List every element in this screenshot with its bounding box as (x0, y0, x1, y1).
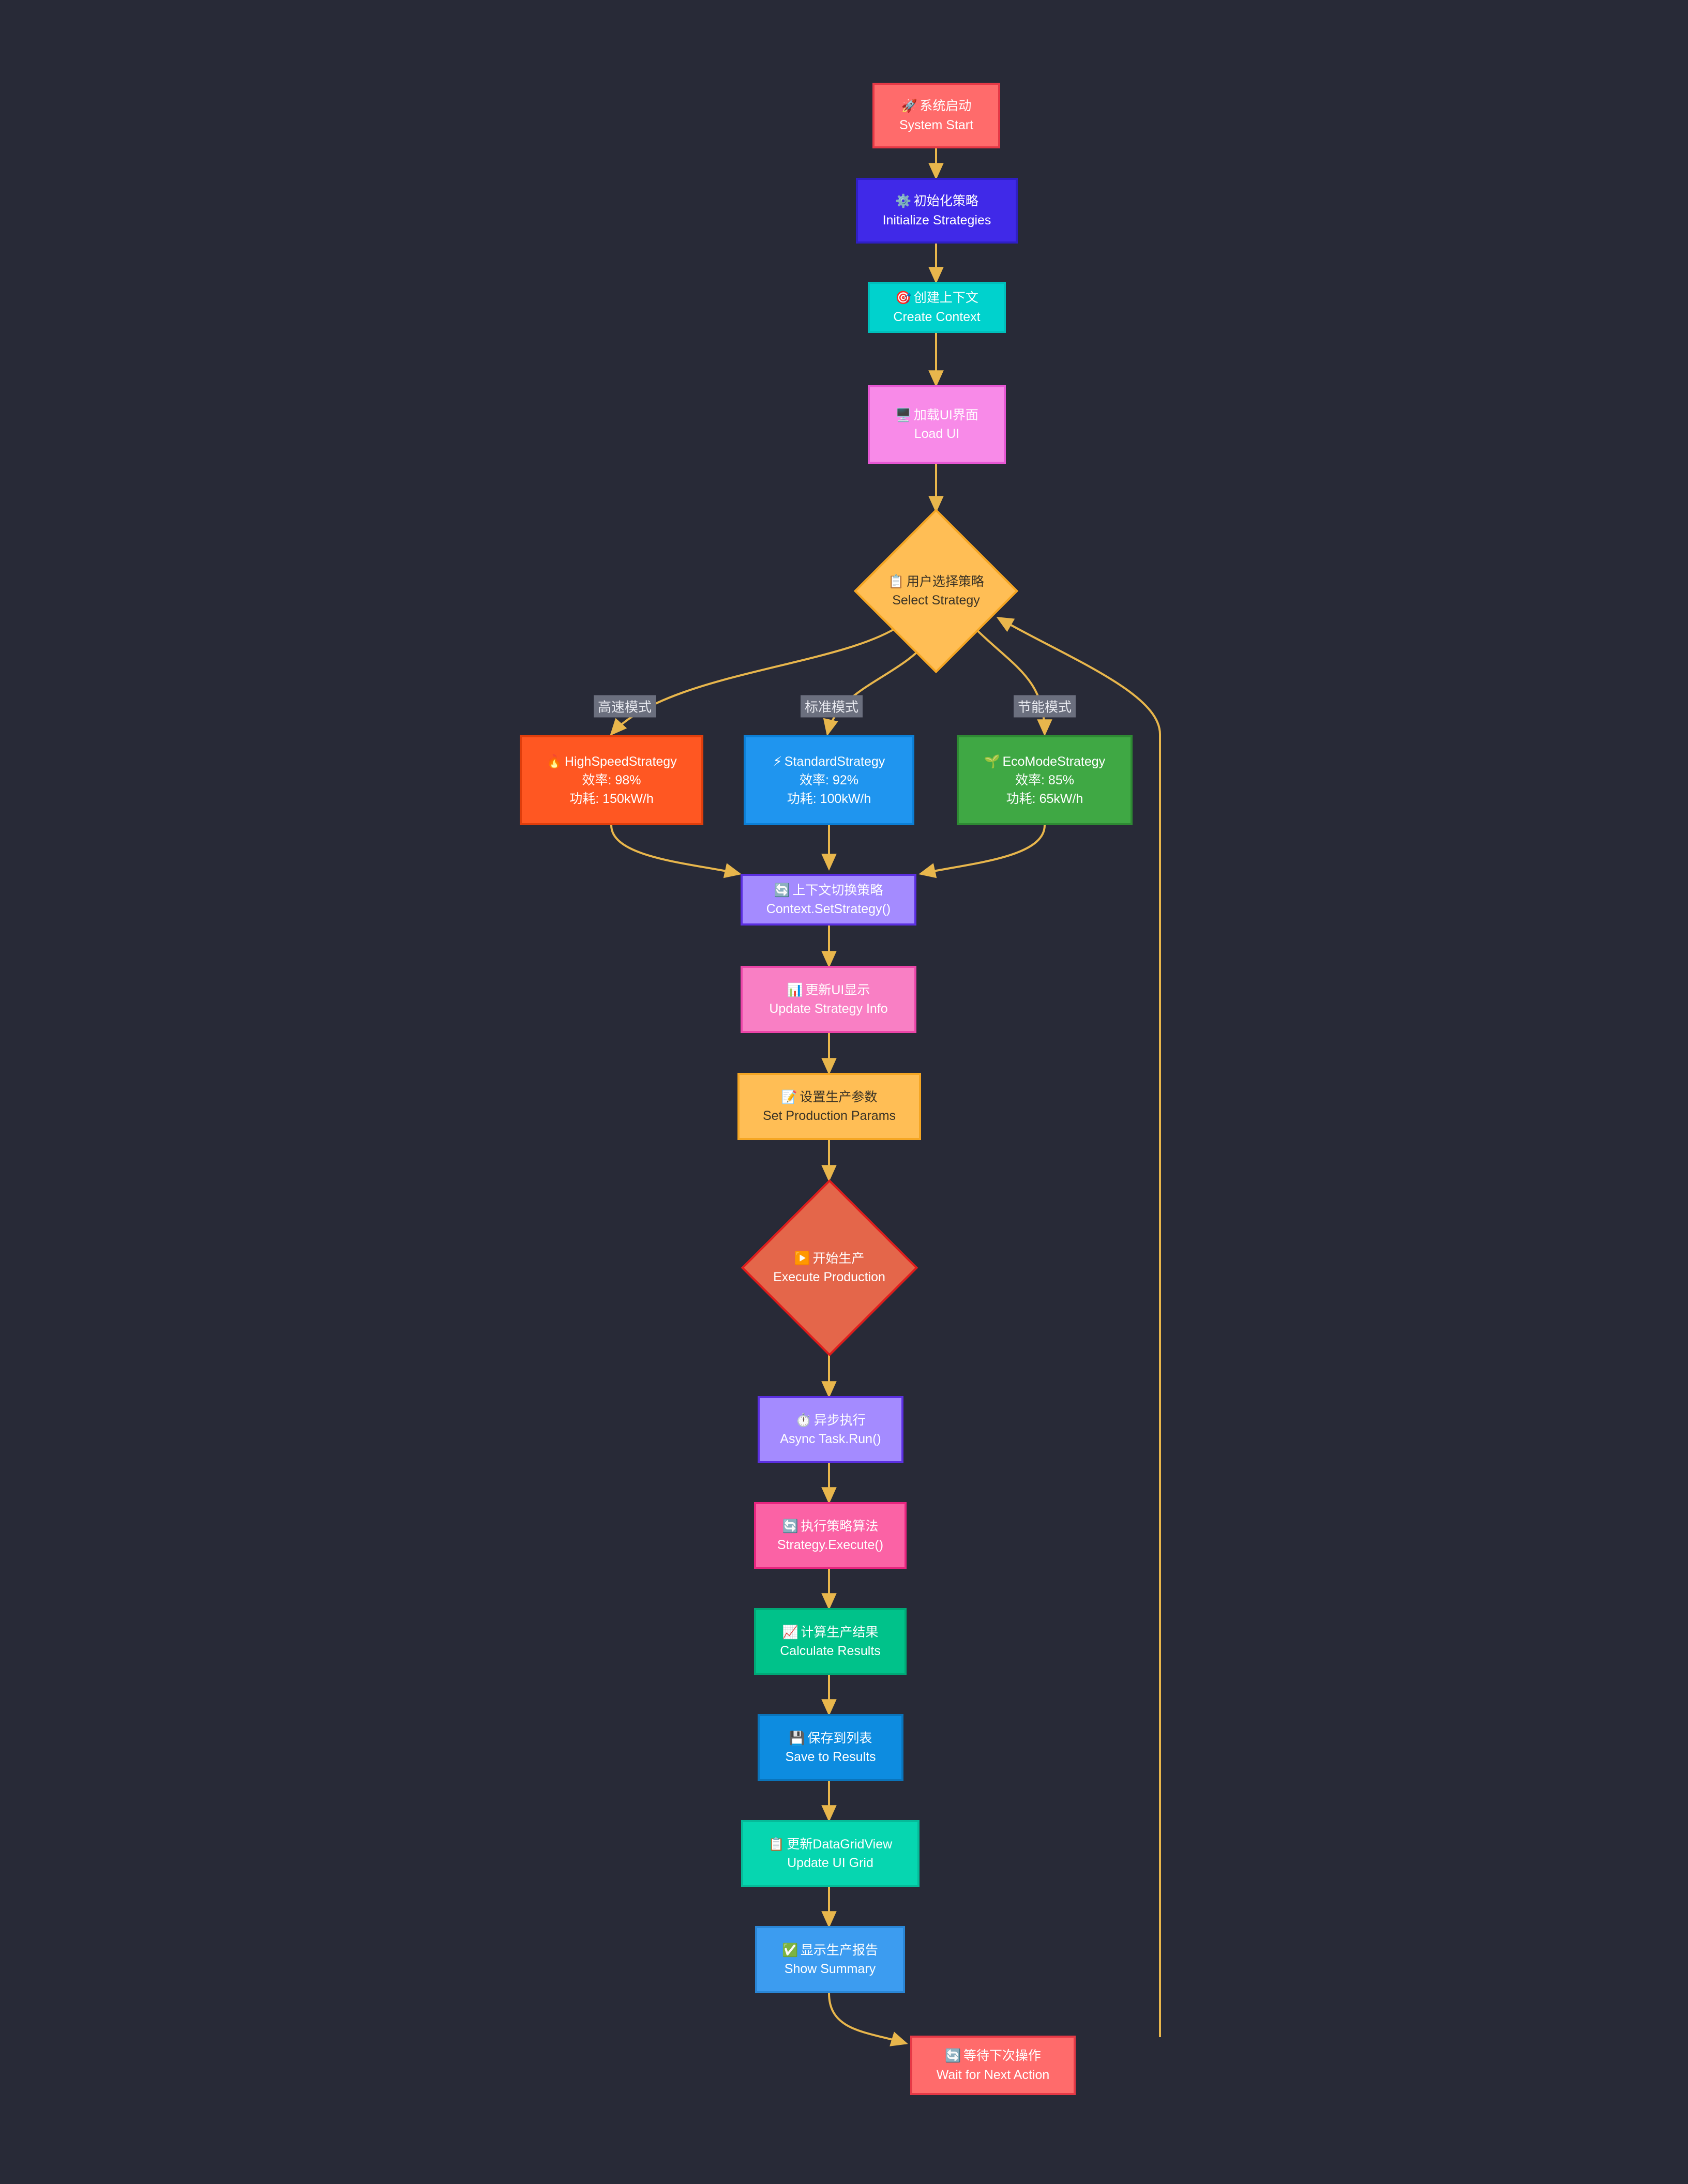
node-eco-mode-strategy-efficiency: 效率: 85% (1015, 772, 1074, 787)
node-update-ui-grid-cn: 更新DataGridView (787, 1837, 893, 1852)
node-eco-mode-strategy[interactable]: 🌱 EcoModeStrategy 效率: 85% 功耗: 65kW/h (957, 735, 1133, 825)
node-system-start[interactable]: 🚀 系统启动 System Start (872, 83, 1000, 148)
node-standard-strategy-efficiency: 效率: 92% (800, 772, 858, 787)
node-select-strategy-en: Select Strategy (892, 593, 980, 608)
node-show-summary-en: Show Summary (784, 1962, 876, 1976)
edge-wait-to-select-loop (996, 617, 1162, 2037)
bar-chart-icon: 📊 (787, 982, 803, 997)
target-icon: 🎯 (895, 290, 912, 306)
node-strategy-execute-cn: 执行策略算法 (801, 1519, 879, 1534)
node-load-ui-cn: 加载UI界面 (913, 407, 978, 422)
node-show-summary-cn: 显示生产报告 (800, 1943, 878, 1958)
gear-icon: ⚙️ (895, 193, 912, 209)
edge-summary-to-wait (828, 1993, 908, 2046)
node-context-set-strategy-en: Context.SetStrategy() (766, 902, 891, 916)
node-standard-strategy-power: 功耗: 100kW/h (787, 792, 871, 807)
stopwatch-icon: ⏱️ (795, 1412, 812, 1428)
node-calculate-results[interactable]: 📈 计算生产结果 Calculate Results (754, 1608, 907, 1675)
node-save-to-results[interactable]: 💾 保存到列表 Save to Results (758, 1714, 903, 1781)
node-async-task-run-cn: 异步执行 (813, 1413, 866, 1428)
node-eco-mode-strategy-en: EcoModeStrategy (1002, 754, 1106, 769)
node-execute-production-cn: 开始生产 (812, 1251, 865, 1266)
refresh-icon: 🔄 (945, 2048, 961, 2064)
node-create-context[interactable]: 🎯 创建上下文 Create Context (868, 282, 1006, 333)
node-high-speed-strategy-power: 功耗: 150kW/h (569, 792, 654, 807)
fire-icon: 🔥 (546, 753, 563, 769)
clipboard-icon: 📋 (888, 573, 905, 589)
node-calculate-results-cn: 计算生产结果 (801, 1625, 879, 1640)
node-context-set-strategy-cn: 上下文切换策略 (792, 883, 883, 898)
node-async-task-run-en: Async Task.Run() (780, 1432, 881, 1446)
node-high-speed-strategy[interactable]: 🔥 HighSpeedStrategy 效率: 98% 功耗: 150kW/h (520, 735, 703, 825)
play-icon: ▶️ (794, 1250, 810, 1266)
node-initialize-strategies-en: Initialize Strategies (882, 213, 991, 228)
edge-eco-to-setstrategy (918, 825, 1046, 878)
node-wait-for-next-action[interactable]: 🔄 等待下次操作 Wait for Next Action (910, 2036, 1076, 2095)
node-update-ui-grid-en: Update UI Grid (787, 1856, 873, 1870)
node-load-ui[interactable]: 🖥️ 加载UI界面 Load UI (868, 385, 1006, 464)
edge-label-eco-mode: 节能模式 (1013, 695, 1076, 718)
node-system-start-en: System Start (899, 117, 974, 132)
node-update-strategy-info-cn: 更新UI显示 (805, 982, 870, 997)
node-update-strategy-info-en: Update Strategy Info (769, 1002, 888, 1016)
node-async-task-run[interactable]: ⏱️ 异步执行 Async Task.Run() (758, 1396, 903, 1463)
node-strategy-execute-en: Strategy.Execute() (777, 1538, 884, 1552)
node-standard-strategy[interactable]: ⚡ StandardStrategy 效率: 92% 功耗: 100kW/h (744, 735, 914, 825)
node-execute-production[interactable]: ▶️ 开始生产 Execute Production (741, 1179, 918, 1357)
node-wait-for-next-action-en: Wait for Next Action (936, 2067, 1050, 2082)
edge-label-high-speed-mode: 高速模式 (593, 695, 656, 718)
node-calculate-results-en: Calculate Results (780, 1644, 881, 1658)
edge-highspeed-to-setstrategy (610, 825, 742, 878)
node-execute-production-en: Execute Production (773, 1270, 885, 1284)
edge-label-standard-mode: 标准模式 (800, 695, 863, 718)
check-mark-icon: ✅ (782, 1942, 798, 1958)
node-save-to-results-en: Save to Results (785, 1750, 876, 1764)
node-context-set-strategy[interactable]: 🔄 上下文切换策略 Context.SetStrategy() (741, 874, 916, 926)
rocket-icon: 🚀 (901, 98, 917, 114)
node-load-ui-en: Load UI (914, 427, 960, 441)
clipboard-icon: 📋 (768, 1836, 785, 1852)
floppy-disk-icon: 💾 (789, 1730, 805, 1746)
seedling-icon: 🌱 (984, 753, 1000, 769)
refresh-icon: 🔄 (774, 882, 790, 898)
node-set-production-params-en: Set Production Params (762, 1109, 896, 1123)
node-high-speed-strategy-efficiency: 效率: 98% (582, 772, 641, 787)
node-set-production-params-cn: 设置生产参数 (800, 1089, 878, 1104)
node-set-production-params[interactable]: 📝 设置生产参数 Set Production Params (737, 1073, 921, 1140)
node-standard-strategy-en: StandardStrategy (784, 754, 885, 769)
chart-increasing-icon: 📈 (782, 1624, 798, 1640)
node-eco-mode-strategy-power: 功耗: 65kW/h (1006, 792, 1083, 807)
monitor-icon: 🖥️ (895, 407, 912, 422)
node-wait-for-next-action-cn: 等待下次操作 (963, 2049, 1041, 2064)
node-select-strategy-cn: 用户选择策略 (906, 574, 984, 589)
node-update-ui-grid[interactable]: 📋 更新DataGridView Update UI Grid (741, 1820, 920, 1887)
refresh-icon: 🔄 (782, 1518, 798, 1534)
node-system-start-cn: 系统启动 (920, 99, 972, 114)
node-select-strategy[interactable]: 📋 用户选择策略 Select Strategy (851, 508, 1021, 674)
node-create-context-cn: 创建上下文 (913, 291, 978, 306)
node-show-summary[interactable]: ✅ 显示生产报告 Show Summary (755, 1926, 905, 1993)
node-initialize-strategies[interactable]: ⚙️ 初始化策略 Initialize Strategies (856, 178, 1018, 244)
node-initialize-strategies-cn: 初始化策略 (913, 194, 978, 209)
node-high-speed-strategy-en: HighSpeedStrategy (564, 754, 677, 769)
memo-icon: 📝 (781, 1089, 797, 1104)
node-update-strategy-info[interactable]: 📊 更新UI显示 Update Strategy Info (741, 966, 916, 1033)
lightning-icon: ⚡ (773, 753, 782, 769)
node-strategy-execute[interactable]: 🔄 执行策略算法 Strategy.Execute() (754, 1502, 907, 1569)
node-save-to-results-cn: 保存到列表 (807, 1731, 872, 1746)
node-create-context-en: Create Context (893, 309, 981, 324)
